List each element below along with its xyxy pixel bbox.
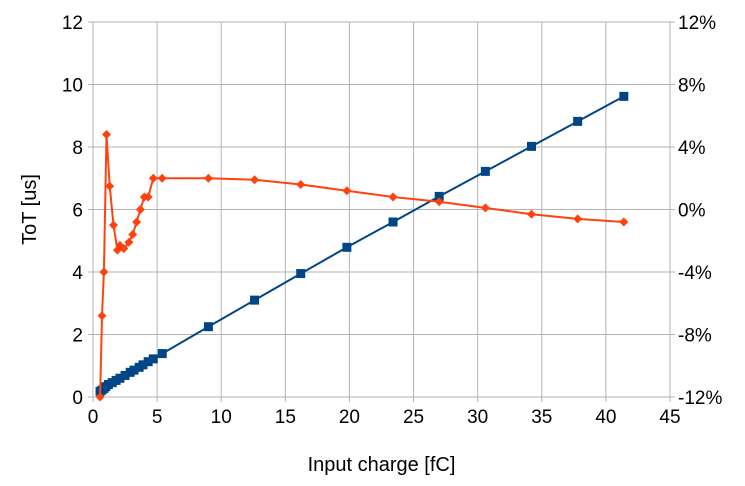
data-point (105, 181, 115, 191)
data-point (573, 214, 583, 224)
data-point (95, 392, 105, 402)
y-tick-label: 2 (72, 326, 83, 347)
y2-tick-label: 12% (678, 13, 716, 34)
data-point (342, 242, 352, 252)
x-tick-label: 40 (595, 407, 616, 428)
y-tick-label: 0 (72, 388, 83, 409)
y2-tick-label: 0% (678, 201, 706, 222)
x-tick-label: 35 (531, 407, 552, 428)
data-point (619, 91, 629, 101)
data-point (480, 203, 490, 213)
data-point (480, 166, 490, 176)
data-point (388, 217, 398, 227)
data-point (388, 192, 398, 202)
y-tick-label: 4 (72, 263, 83, 284)
data-point (124, 237, 134, 247)
data-point (115, 373, 125, 383)
plot-frame (92, 21, 671, 398)
data-point (97, 311, 107, 321)
data-point (250, 175, 260, 185)
y-tick-label: 8 (72, 138, 83, 159)
data-point (102, 130, 111, 139)
data-point (157, 349, 167, 359)
x-tick-label: 10 (211, 407, 232, 428)
series-deviation (95, 130, 629, 402)
gridlines (88, 21, 675, 402)
data-point (119, 244, 129, 254)
data-point (296, 269, 306, 279)
data-point (527, 209, 536, 219)
y-tick-label: 12 (62, 13, 83, 34)
x-tick-label: 5 (152, 407, 163, 428)
data-point (143, 357, 153, 367)
data-point (129, 365, 139, 375)
data-point (203, 322, 213, 332)
data-point (296, 180, 306, 189)
x-tick-label: 20 (339, 407, 360, 428)
series-layer (95, 91, 629, 402)
y2-tick-label: 4% (678, 138, 706, 159)
data-point (120, 370, 130, 380)
data-point (157, 173, 167, 183)
data-point (109, 220, 118, 230)
data-point (148, 173, 158, 183)
data-point (434, 191, 444, 201)
data-point (250, 295, 260, 305)
y2-tick-label: -12% (678, 388, 722, 409)
data-point (128, 230, 138, 239)
x-tick-label: 0 (88, 407, 99, 428)
series-line (99, 133, 624, 398)
data-point (203, 173, 213, 183)
data-point (138, 360, 148, 370)
data-point (573, 116, 583, 126)
data-point (527, 141, 537, 151)
y-axis-title: ToT [us] (19, 174, 41, 245)
data-point (342, 186, 352, 196)
x-tick-label: 30 (467, 407, 488, 428)
data-point (132, 217, 142, 227)
data-point (143, 192, 153, 202)
tick-labels: 0 5 10 15 20 25 30 35 40 45 0 2 4 6 8 10 12 -12% -8% -4% 0% 4… (62, 13, 723, 428)
y2-tick-label: -4% (678, 263, 712, 284)
x-tick-label: 25 (403, 407, 424, 428)
x-tick-label: 45 (659, 407, 680, 428)
series-line (99, 95, 625, 393)
y-tick-label: 10 (62, 76, 83, 97)
y2-tick-label: -8% (678, 326, 712, 347)
y-tick-label: 6 (72, 201, 83, 222)
x-tick-label: 15 (275, 407, 296, 428)
data-point (148, 354, 158, 364)
data-point (434, 197, 444, 207)
data-point (135, 205, 145, 214)
y2-tick-label: 8% (678, 76, 706, 97)
x-axis-title: Input charge [fC] (308, 454, 456, 476)
data-point (619, 217, 629, 227)
series-tot (95, 91, 629, 396)
data-point (99, 267, 109, 277)
